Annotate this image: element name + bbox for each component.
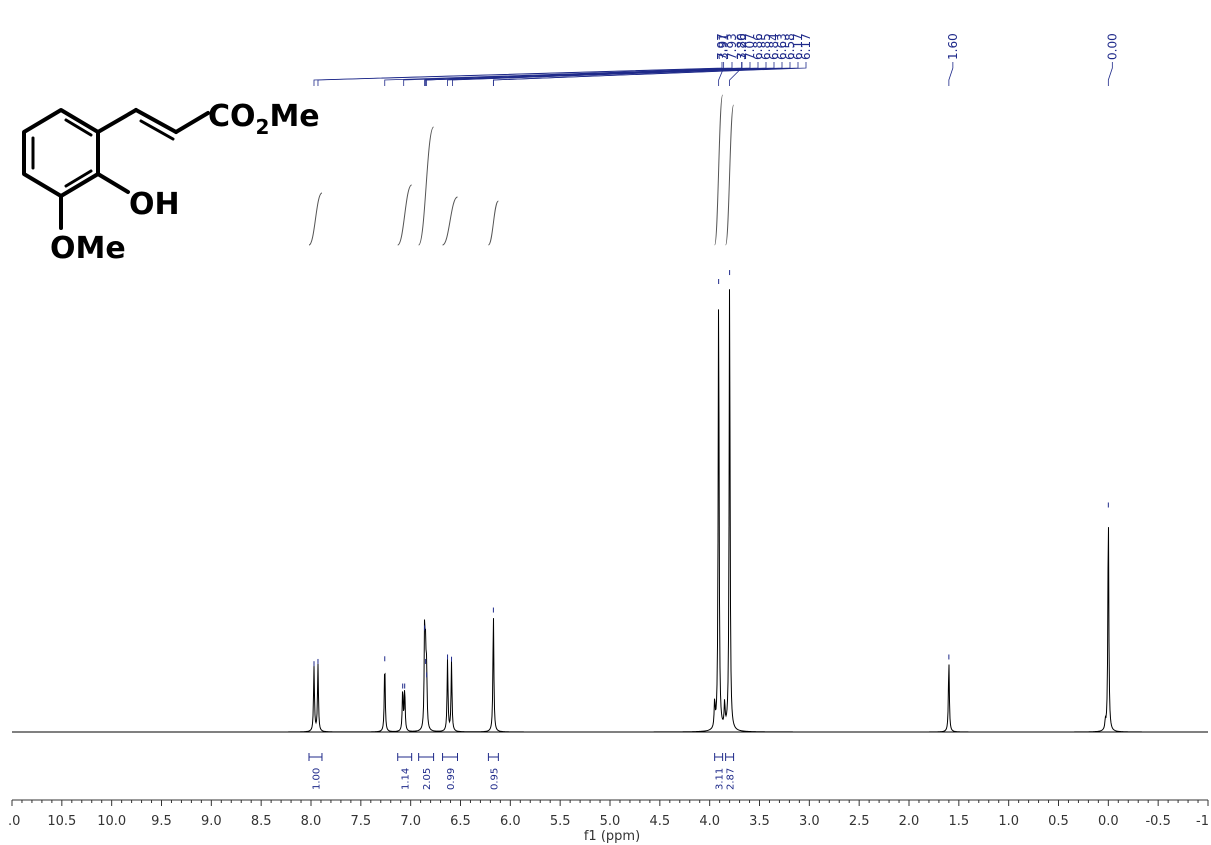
integral-curves <box>308 94 735 246</box>
peak-label-connector <box>492 62 807 86</box>
peak-labels: 7.977.937.267.076.866.856.846.636.586.17… <box>313 33 1119 86</box>
x-tick-label: 7.0 <box>400 814 421 829</box>
x-tick-label: 9.5 <box>151 814 172 829</box>
integral-value: 0.99 <box>446 768 457 790</box>
x-tick-label: 1.5 <box>948 814 969 829</box>
x-tick-label: 6.5 <box>450 814 471 829</box>
peak-label: 6.17 <box>791 33 805 60</box>
co2me-label: CO2Me <box>208 99 320 139</box>
integral-curve <box>308 192 323 246</box>
vinyl-double-bond <box>139 119 175 141</box>
x-tick-label: 10.0 <box>97 814 126 829</box>
peak-label-connector <box>317 62 733 86</box>
benzene-ring <box>22 108 100 198</box>
integral-bars: 1.00 1.14 2.05 0.99 0.95 3.11 2.87 <box>308 753 737 790</box>
x-tick-label: 4.0 <box>699 814 720 829</box>
peak-label-connector <box>718 62 725 86</box>
ring-inner-bond-3 <box>64 169 93 188</box>
vinyl-bond-1 <box>96 108 138 134</box>
ome-label: OMe <box>50 231 126 266</box>
peak-label: 7.93 <box>725 33 739 60</box>
x-tick-label: .0 <box>8 814 20 829</box>
peak-label-connector <box>452 62 791 86</box>
ring-inner-bond-2 <box>64 118 93 137</box>
x-tick-label: 7.5 <box>350 814 371 829</box>
peak-label-connector <box>1107 62 1113 86</box>
integral-curve <box>397 184 413 246</box>
spectrum-trace <box>12 289 1208 733</box>
x-tick-label: 4.5 <box>649 814 670 829</box>
oh-label: OH <box>129 187 180 222</box>
peak-label-connector <box>426 62 775 86</box>
x-tick-label: 5.0 <box>600 814 621 829</box>
peak-label-connector <box>384 62 743 86</box>
x-tick-label: 5.5 <box>550 814 571 829</box>
peak-label-connector <box>948 62 954 86</box>
peak-label: 7.26 <box>735 33 749 60</box>
x-tick-label: 6.0 <box>500 814 521 829</box>
oh-bond <box>96 172 130 194</box>
x-tick-label: 9.0 <box>201 814 222 829</box>
x-tick-label: 1.0 <box>998 814 1019 829</box>
x-tick-label: -0.5 <box>1145 814 1170 829</box>
vinyl-bond-2 <box>134 108 178 134</box>
integral-curve <box>725 104 735 246</box>
peak-label: 6.84 <box>767 33 781 60</box>
molecule-structure <box>22 108 210 230</box>
x-tick-label: 8.5 <box>251 814 272 829</box>
x-tick-label: 10.5 <box>47 814 76 829</box>
integral-value: 0.95 <box>489 768 500 790</box>
x-tick-label: 2.0 <box>899 814 920 829</box>
x-tick-label: 8.0 <box>301 814 322 829</box>
x-tick-label: 3.0 <box>799 814 820 829</box>
peak-label: 3.91 <box>717 33 731 60</box>
x-axis-label: f1 (ppm) <box>584 829 640 844</box>
peak-label: 7.07 <box>743 33 757 60</box>
peak-label: 1.60 <box>946 33 960 60</box>
peak-label: 6.86 <box>751 33 765 60</box>
peak-label-connector <box>729 62 742 86</box>
peak-label: 6.85 <box>759 33 773 60</box>
integral-value: 1.14 <box>401 768 412 790</box>
peak-label: 6.17 <box>799 33 813 60</box>
integral-value: 3.11 <box>715 768 726 790</box>
integral-curve <box>442 196 458 246</box>
integral-curve <box>487 200 499 246</box>
x-tick-label: 3.5 <box>749 814 770 829</box>
peak-label: 3.80 <box>735 33 749 60</box>
integral-curve <box>418 126 435 246</box>
x-tick-label: 0.5 <box>1048 814 1069 829</box>
ester-bond <box>174 111 210 134</box>
integral-value: 2.87 <box>726 768 737 790</box>
integral-value: 2.05 <box>422 768 433 790</box>
peak-label-connector <box>403 62 751 86</box>
spectrum <box>12 270 1208 733</box>
x-axis: .0 10.5 10.0 9.5 9.0 8.5 8.0 7.5 7.0 6.5 6.0 5.5 5.0… <box>8 799 1209 829</box>
integral-curve <box>714 94 724 246</box>
x-tick-label: 2.5 <box>849 814 870 829</box>
peak-label: 7.97 <box>715 33 729 60</box>
x-tick-label: 0.0 <box>1098 814 1119 829</box>
peak-label: 6.63 <box>775 33 789 60</box>
peak-label: 0.00 <box>1105 33 1119 60</box>
integral-value: 1.00 <box>311 768 322 790</box>
x-tick-label: -1 <box>1196 814 1209 829</box>
peak-label: 6.58 <box>783 33 797 60</box>
